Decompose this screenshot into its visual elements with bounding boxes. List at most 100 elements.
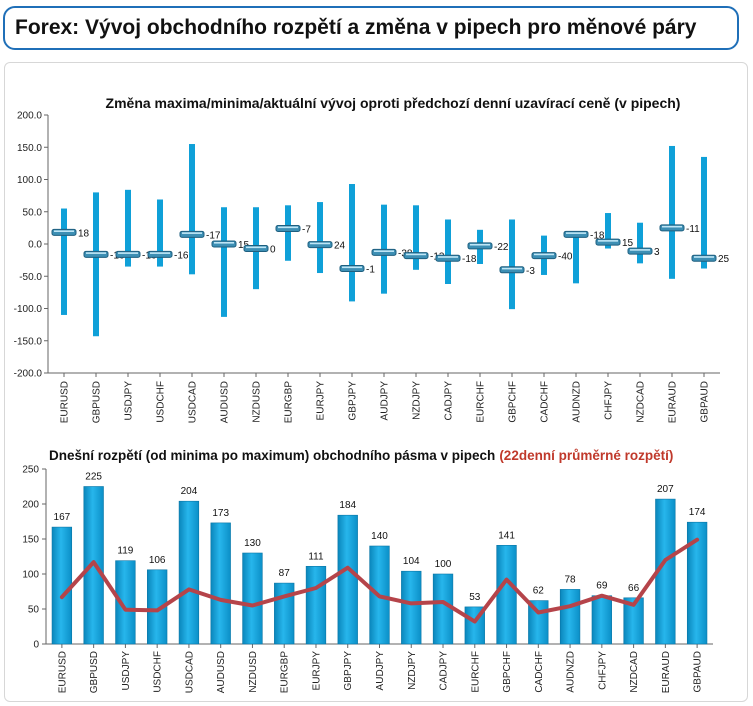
chart2-x-tick-label: GBPUSD bbox=[89, 651, 100, 693]
chart2-x-tick-label: NZDUSD bbox=[248, 651, 259, 693]
chart1-data-label: 15 bbox=[238, 240, 250, 251]
chart1-y-tick-label: 50.0 bbox=[23, 207, 43, 218]
chart1-x-tick-label: USDCHF bbox=[156, 381, 167, 423]
chart1-y-tick-label: 200.0 bbox=[17, 111, 42, 122]
chart2-bar bbox=[51, 526, 73, 645]
chart1-x-tick-label: EURAUD bbox=[668, 381, 679, 423]
chart2-data-label: 66 bbox=[628, 583, 640, 594]
chart1-current-marker bbox=[691, 254, 717, 262]
page-title: Forex: Vývoj obchodního rozpětí a změna … bbox=[15, 16, 697, 39]
chart1-current-marker bbox=[403, 252, 429, 260]
chart1-range-bar bbox=[605, 213, 611, 249]
chart1-y-tick-label: 0.0 bbox=[28, 240, 42, 251]
chart2-x-tick-label: USDJPY bbox=[121, 651, 132, 691]
chart2-bar bbox=[274, 582, 295, 645]
chart1-range-bar bbox=[701, 156, 707, 269]
chart1-current-marker bbox=[339, 265, 365, 273]
chart1-data-label: -17 bbox=[206, 230, 221, 241]
chart1-range-bar bbox=[573, 233, 579, 284]
chart2-data-label: 167 bbox=[54, 512, 71, 523]
chart1-x-tick-label: NZDJPY bbox=[412, 381, 423, 420]
chart2-x-tick-label: EURGBP bbox=[280, 651, 291, 694]
chart1-current-marker-highlight bbox=[566, 232, 586, 234]
chart2-x-tick-label: CADJPY bbox=[439, 651, 450, 691]
chart2-bar bbox=[686, 521, 708, 645]
chart1-range-bar bbox=[93, 192, 99, 337]
chart2-x-tick-label: USDCAD bbox=[184, 651, 195, 693]
chart1-x-tick-label: EURJPY bbox=[316, 381, 327, 421]
chart1-data-label: -40 bbox=[558, 252, 573, 263]
chart1-current-marker-highlight bbox=[374, 250, 394, 252]
chart1-current-marker-highlight bbox=[118, 252, 138, 254]
chart2-y-tick-label: 150 bbox=[22, 535, 39, 546]
chart2-bar bbox=[559, 589, 581, 645]
chart1-y-tick-label: -200.0 bbox=[14, 369, 43, 380]
chart1-data-label: 18 bbox=[78, 228, 90, 239]
chart1-data-label: -18 bbox=[590, 230, 605, 241]
chart1-range-bar bbox=[669, 145, 675, 279]
chart2-bar bbox=[591, 595, 612, 645]
chart1-current-marker bbox=[243, 245, 269, 253]
chart1-data-label: -22 bbox=[494, 242, 509, 253]
chart1-current-marker bbox=[435, 254, 461, 262]
chart1-data-label: -16 bbox=[174, 250, 189, 261]
chart1-y-tick-label: -100.0 bbox=[14, 304, 43, 315]
chart2-bar bbox=[178, 500, 200, 645]
chart1-x-tick-label: CADCHF bbox=[540, 381, 551, 423]
chart2-data-label: 184 bbox=[339, 500, 356, 511]
chart1-range-bar bbox=[445, 219, 451, 284]
chart1-current-marker bbox=[499, 266, 525, 274]
chart1-range-bar bbox=[157, 199, 163, 267]
chart2-bar bbox=[210, 522, 231, 645]
chart1-data-label: 25 bbox=[718, 254, 730, 265]
chart1-data-label: 3 bbox=[654, 247, 660, 258]
chart2-data-label: 100 bbox=[435, 559, 452, 570]
chart1-data-label: -11 bbox=[686, 224, 700, 235]
chart1-current-marker bbox=[531, 252, 557, 260]
chart2-x-tick-label: EURAUD bbox=[661, 651, 672, 693]
chart2-y-tick-label: 250 bbox=[22, 465, 39, 476]
chart1-range-bar bbox=[189, 144, 195, 275]
chart1-current-marker-highlight bbox=[182, 232, 202, 234]
chart2-data-label: 87 bbox=[279, 568, 291, 579]
chart2-data-label: 106 bbox=[149, 555, 166, 566]
chart2-data-label: 104 bbox=[403, 556, 420, 567]
chart1-current-marker bbox=[179, 230, 205, 238]
chart1-current-marker bbox=[659, 224, 685, 232]
chart2-x-tick-label: AUDJPY bbox=[375, 651, 386, 691]
chart2-bar bbox=[242, 552, 263, 645]
chart1-range-bar bbox=[221, 207, 227, 317]
chart2-x-tick-label: EURCHF bbox=[470, 651, 481, 693]
chart1-title: Změna maxima/minima/aktuální vývoj oprot… bbox=[106, 95, 681, 111]
chart2-data-label: 204 bbox=[181, 486, 198, 497]
chart1-data-label: 0 bbox=[270, 245, 276, 256]
chart1-current-marker-highlight bbox=[310, 242, 330, 245]
chart1-current-marker bbox=[83, 250, 109, 258]
chart1-current-marker bbox=[467, 242, 493, 250]
chart1-x-tick-label: AUDJPY bbox=[380, 381, 391, 421]
chart2-data-label: 130 bbox=[244, 538, 261, 549]
chart2-y-tick-label: 0 bbox=[33, 640, 39, 651]
chart1-data-label: -7 bbox=[302, 225, 311, 236]
chart1-range-bar bbox=[125, 189, 131, 267]
chart1-current-marker bbox=[371, 248, 397, 256]
chart1-range-bar bbox=[317, 202, 323, 274]
chart1-current-marker bbox=[147, 250, 173, 258]
chart2-x-tick-label: CADCHF bbox=[534, 651, 545, 693]
chart1-current-marker-highlight bbox=[438, 256, 458, 258]
chart1-data-label: -18 bbox=[462, 254, 477, 265]
chart2-bar bbox=[623, 597, 644, 645]
chart2-data-label: 225 bbox=[85, 472, 102, 483]
chart2-x-tick-label: AUDUSD bbox=[216, 651, 227, 693]
chart1-current-marker-highlight bbox=[246, 246, 266, 249]
chart1-data-label: -3 bbox=[526, 266, 535, 277]
chart1-current-marker-highlight bbox=[86, 252, 106, 254]
chart1-x-tick-label: USDCAD bbox=[188, 381, 199, 423]
chart1-range-bar bbox=[509, 219, 515, 310]
chart1-current-marker-highlight bbox=[598, 240, 618, 242]
chart1-x-tick-label: NZDUSD bbox=[252, 381, 263, 423]
chart1-current-marker bbox=[307, 241, 333, 249]
chart2-x-tick-label: EURJPY bbox=[311, 651, 322, 691]
chart1-x-tick-label: CHFJPY bbox=[604, 381, 615, 420]
chart2-data-label: 174 bbox=[689, 507, 706, 518]
